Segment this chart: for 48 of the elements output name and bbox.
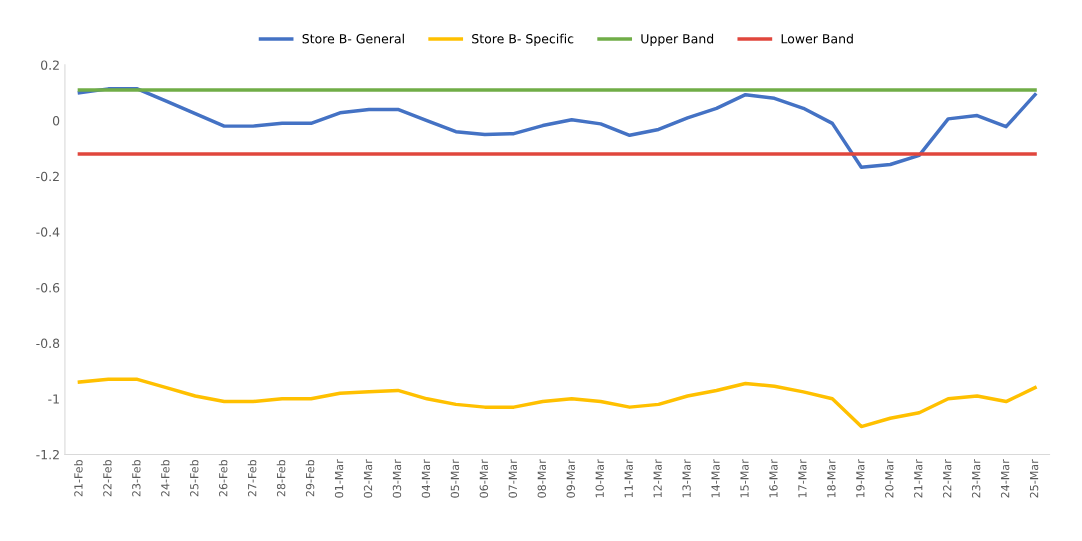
y-tick-label: -0.4 [36,227,60,237]
x-tick-label: 19-Mar [856,459,865,498]
x-tick-label: 23-Mar [971,459,981,498]
x-tick-label: 03-Mar [392,459,402,498]
x-tick-label: 06-Mar [479,459,489,498]
line-series [77,87,1037,170]
x-tick-label: 15-Mar [740,459,749,498]
y-tick-label: 0 [52,116,60,126]
x-tick-label: 04-Mar [421,459,431,498]
x-tick-label: 05-Mar [450,459,460,498]
x-tick-label: 25-Mar [1029,459,1039,498]
x-tick-label: 16-Mar [769,459,778,498]
legend-label: Lower Band [781,33,853,44]
x-tick-label: 11-Mar [624,459,633,498]
x-tick-label: 23-Feb [131,459,141,497]
x-tick-label: 18-Mar [827,459,836,498]
y-tick-label: -0.2 [36,171,59,182]
legend-label: Store B- General [302,33,404,44]
y-tick-label: -1 [48,394,59,404]
x-tick-label: 10-Mar [595,459,604,498]
x-tick-label: 26-Feb [218,459,228,497]
x-tick-label: 01-Mar [334,459,344,498]
y-tick-label: 0.2 [41,60,59,70]
x-tick-label: 22-Feb [102,459,112,497]
x-tick-label: 12-Mar [653,459,662,498]
x-tick-label: 17-Mar [798,459,807,498]
x-tick-label: 21-Feb [74,459,83,497]
y-tick-label: -0.8 [36,338,60,349]
x-tick-label: 09-Mar [566,459,575,498]
legend-label: Store B- Specific [472,33,574,46]
line-series [77,377,1037,429]
x-tick-label: 20-Mar [885,459,894,498]
x-tick-label: 13-Mar [682,459,691,498]
x-tick-label: 21-Mar [914,459,923,498]
x-tick-label: 22-Mar [943,459,952,498]
x-tick-label: 07-Mar [508,459,518,498]
x-tick-label: 08-Mar [537,459,546,498]
x-tick-label: 02-Mar [363,459,373,498]
y-tick-label: -0.6 [36,282,60,293]
x-tick-label: 28-Feb [276,459,286,497]
x-tick-label: 25-Feb [189,459,199,497]
y-tick-label: -1.2 [36,449,59,460]
x-tick-label: 29-Feb [305,459,315,497]
x-tick-label: 14-Mar [711,459,720,498]
x-tick-label: 27-Feb [247,459,257,497]
legend-label: Upper Band [641,33,714,46]
x-tick-label: 24-Mar [1000,459,1010,498]
x-tick-label: 24-Feb [160,459,170,497]
